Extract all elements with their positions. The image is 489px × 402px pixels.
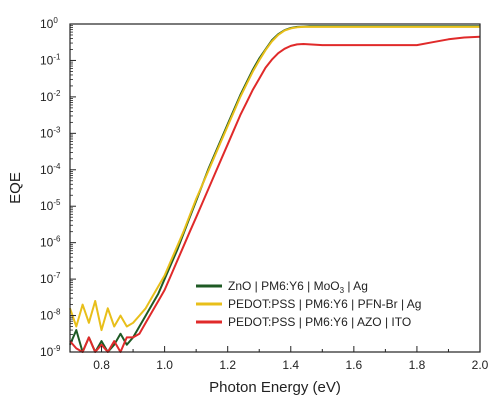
- y-tick-power: -4: [53, 162, 61, 171]
- x-tick-label: 0.8: [93, 358, 110, 372]
- y-tick-base: 10: [40, 236, 54, 250]
- y-tick-label: 10-1: [40, 52, 61, 67]
- y-tick-label: 10-7: [40, 271, 61, 286]
- legend-text: | Ag: [344, 279, 368, 293]
- y-tick-label: 100: [40, 16, 58, 31]
- y-tick-base: 10: [40, 163, 54, 177]
- y-tick-base: 10: [40, 53, 54, 67]
- y-tick-base: 10: [40, 345, 54, 359]
- legend-label-1: ZnO | PM6:Y6 | MoO3 | Ag: [228, 279, 368, 295]
- x-tick-label: 1.8: [409, 358, 426, 372]
- x-tick-label: 2.0: [472, 358, 489, 372]
- y-tick-power: -2: [53, 89, 61, 98]
- legend-text: PEDOT:PSS | PM6:Y6 | AZO | ITO: [228, 315, 411, 329]
- legend-label-3: PEDOT:PSS | PM6:Y6 | AZO | ITO: [228, 315, 411, 329]
- y-tick-power: -1: [53, 52, 61, 61]
- x-tick-label: 1.6: [346, 358, 363, 372]
- y-tick-power: -3: [53, 125, 61, 134]
- y-tick-power: -8: [53, 308, 61, 317]
- series-layer: [69, 25, 481, 353]
- plot-frame: [69, 23, 481, 353]
- x-axis-label: Photon Energy (eV): [209, 379, 341, 396]
- y-tick-base: 10: [40, 17, 54, 31]
- x-tick-label: 1.2: [219, 358, 236, 372]
- y-tick-label: 10-6: [40, 235, 61, 250]
- series-line-2: [69, 25, 480, 332]
- y-tick-power: -9: [53, 344, 61, 353]
- x-tick-label: 1.0: [156, 358, 173, 372]
- y-tick-power: 0: [53, 16, 58, 25]
- y-tick-power: -7: [53, 271, 61, 280]
- legend-subscript: 3: [340, 286, 345, 295]
- series-line-3: [69, 35, 481, 353]
- legend-text: PEDOT:PSS | PM6:Y6 | PFN-Br | Ag: [228, 297, 421, 311]
- y-axis-label: EQE: [7, 172, 24, 204]
- y-tick-base: 10: [40, 199, 54, 213]
- y-tick-label: 10-3: [40, 125, 61, 140]
- legend-label-2: PEDOT:PSS | PM6:Y6 | PFN-Br | Ag: [228, 297, 421, 311]
- y-tick-base: 10: [40, 90, 54, 104]
- y-tick-base: 10: [40, 309, 54, 323]
- legend-text: ZnO | PM6:Y6 | MoO: [228, 279, 340, 293]
- y-tick-power: -6: [53, 235, 61, 244]
- y-tick-label: 10-5: [40, 198, 61, 213]
- tick-labels: 0.8 1.0 1.2 1.4 1.6 1.8 2.010010-110-210-310-4…: [40, 16, 489, 372]
- y-tick-label: 10-8: [40, 308, 61, 323]
- y-tick-base: 10: [40, 272, 54, 286]
- y-tick-label: 10-4: [40, 162, 61, 177]
- y-tick-label: 10-2: [40, 89, 61, 104]
- y-tick-power: -5: [53, 198, 61, 207]
- y-tick-base: 10: [40, 126, 54, 140]
- y-tick-label: 10-9: [40, 344, 61, 359]
- legend: ZnO | PM6:Y6 | MoO3 | Ag PEDOT:PSS | PM6:…: [196, 279, 421, 329]
- x-tick-label: 1.4: [282, 358, 299, 372]
- ticks-layer: [69, 23, 481, 353]
